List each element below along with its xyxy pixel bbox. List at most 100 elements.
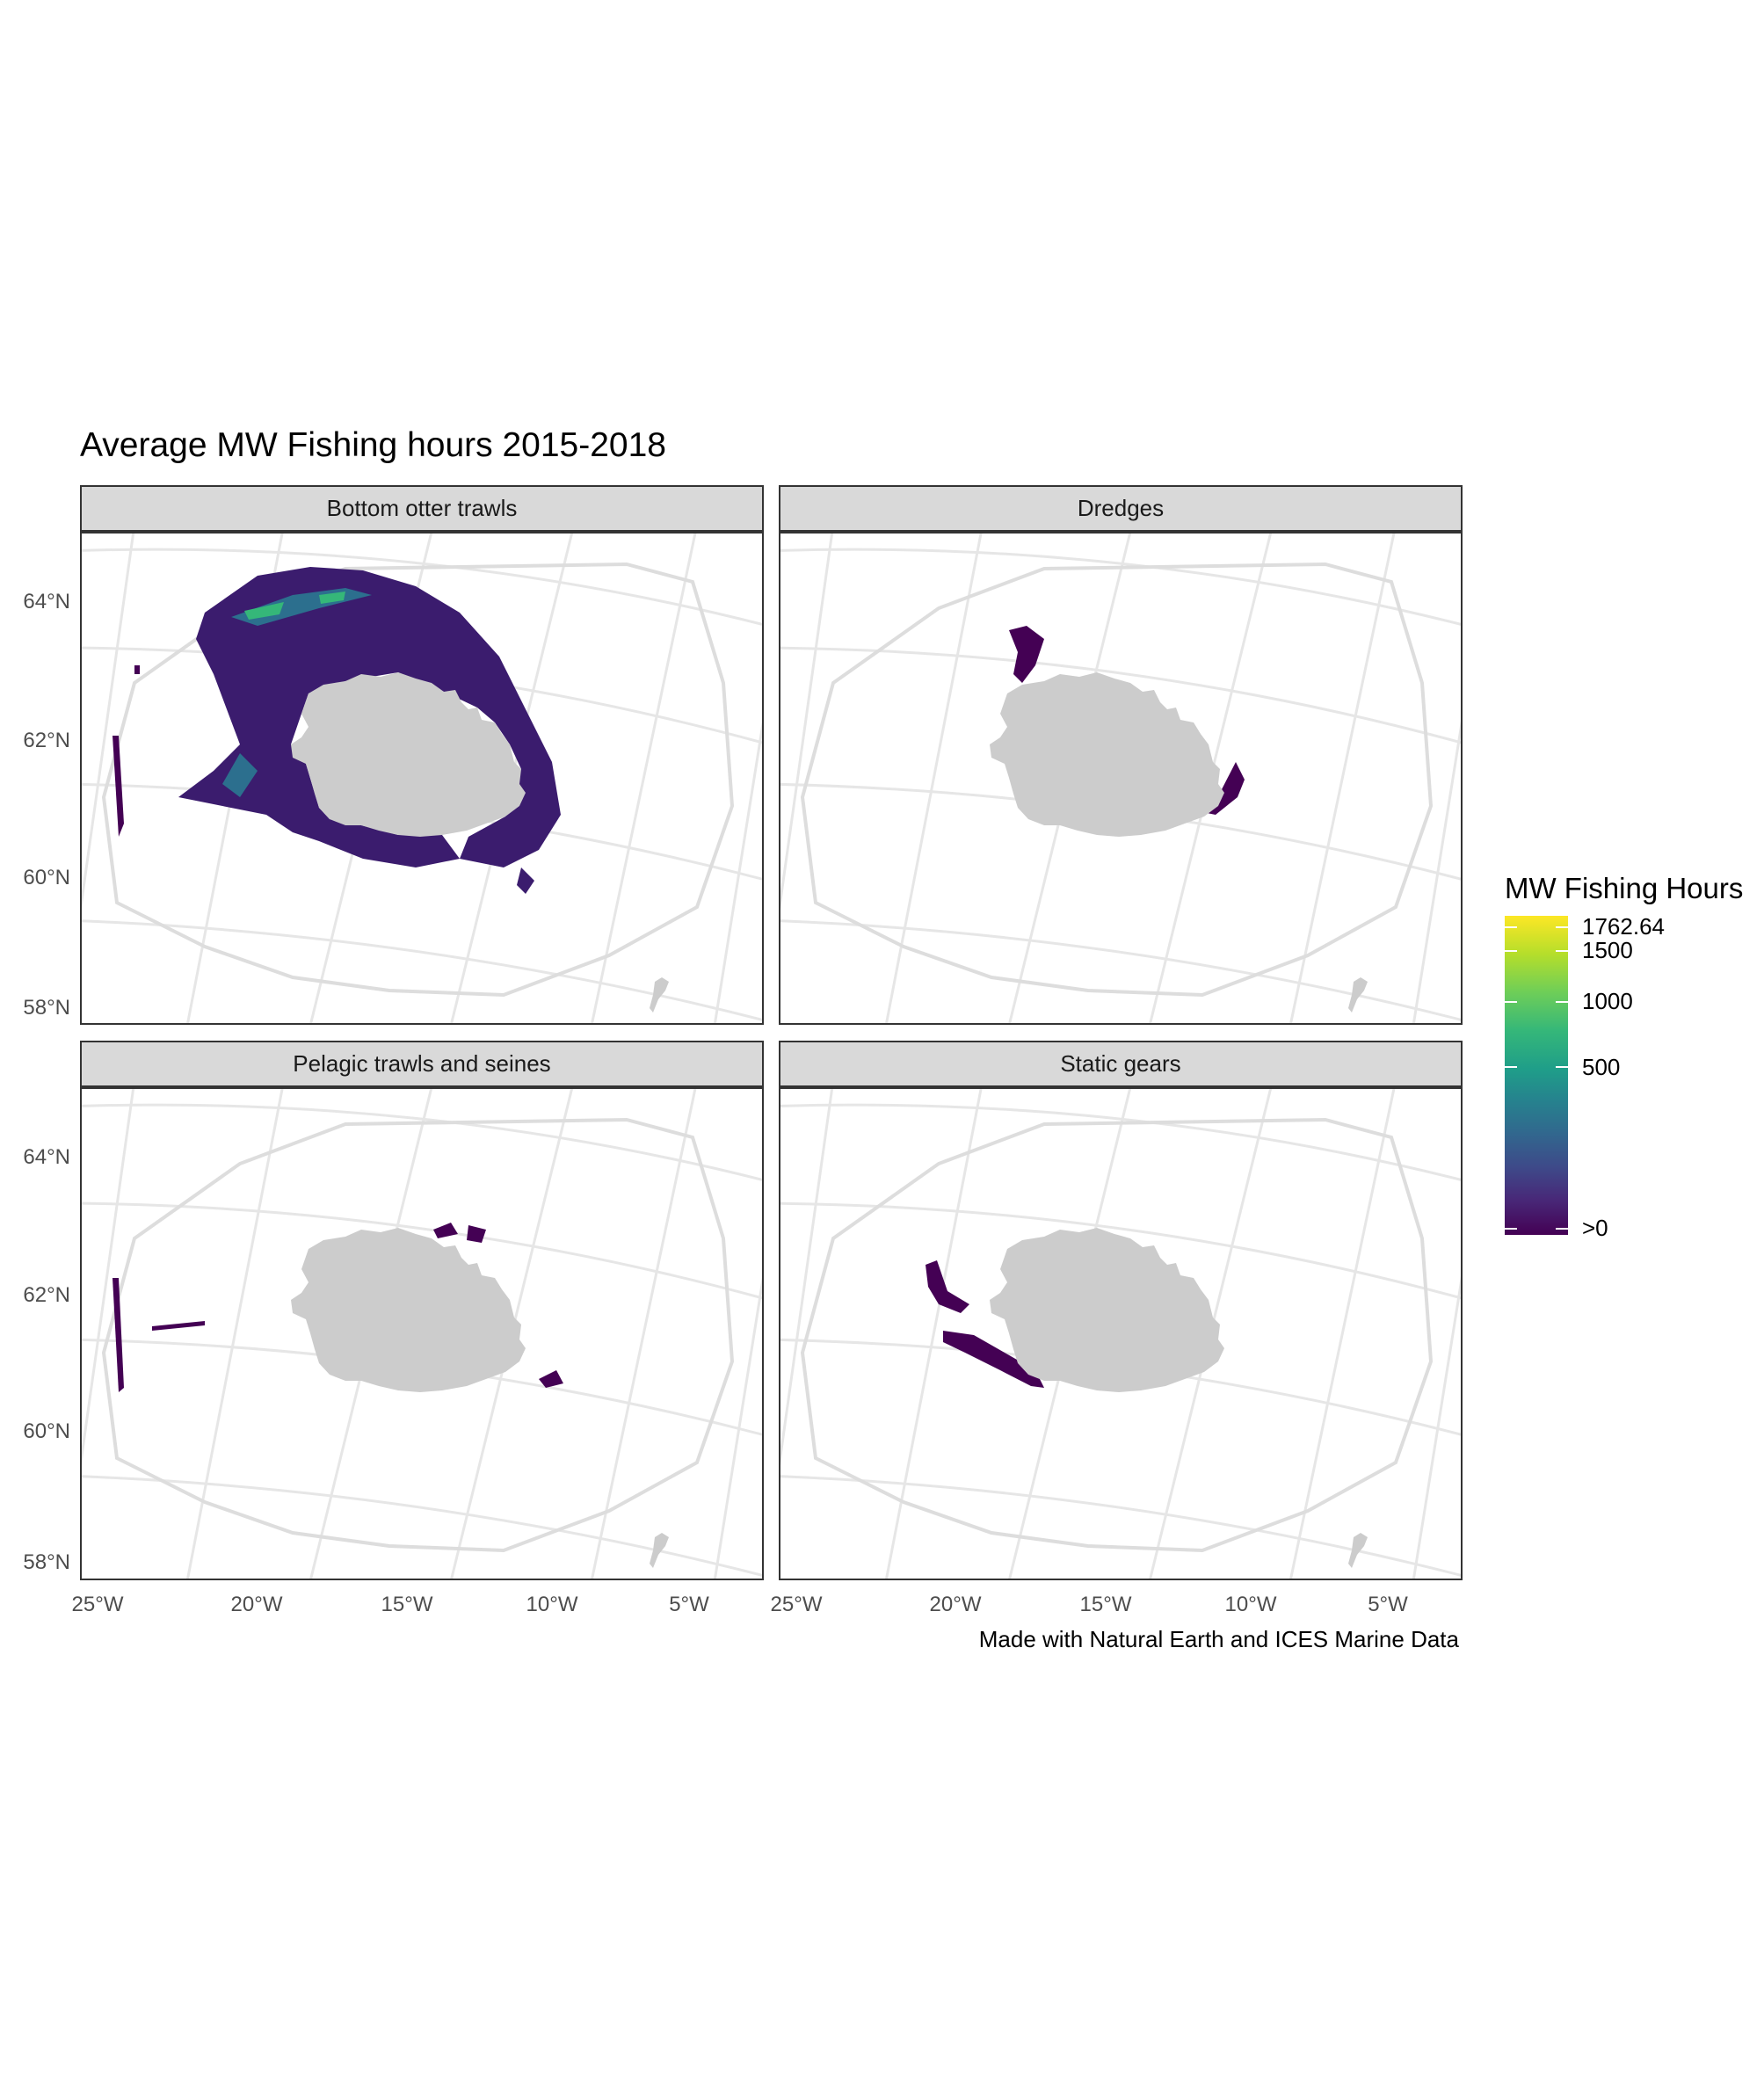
x-tick-label: 15°W — [1079, 1593, 1132, 1616]
chart-title: Average MW Fishing hours 2015-2018 — [80, 426, 666, 464]
graticule — [780, 1089, 1461, 1579]
map-svg — [82, 534, 762, 1023]
x-tick-label: 25°W — [770, 1593, 823, 1616]
longitude-line — [713, 1276, 762, 1579]
x-tick-label: 5°W — [669, 1593, 709, 1616]
x-tick-label: 20°W — [929, 1593, 982, 1616]
fishing-area — [152, 1321, 205, 1331]
fishing-effort-high — [244, 592, 345, 620]
legend-tick — [1556, 1228, 1568, 1230]
panel-strip-static-gears: Static gears — [779, 1041, 1463, 1087]
map-panel-static-gears — [779, 1087, 1463, 1580]
fishing-area — [222, 753, 258, 797]
legend-tick — [1556, 1001, 1568, 1003]
fishing-area — [943, 1331, 1044, 1388]
legend-label: 1500 — [1582, 937, 1633, 963]
latitude-line — [780, 646, 1461, 744]
x-tick-label: 5°W — [1368, 1593, 1408, 1616]
fishing-area — [319, 592, 345, 604]
map-panel-bottom-otter-trawls — [80, 532, 764, 1025]
y-tick-label: 58°N — [23, 996, 70, 1020]
latitude-line — [82, 1201, 762, 1300]
legend-tick — [1556, 926, 1568, 928]
fishing-area — [467, 1225, 486, 1243]
longitude-line — [591, 1089, 697, 1579]
faroe-islands-land — [1348, 1533, 1368, 1568]
y-tick-label: 58°N — [23, 1550, 70, 1574]
longitude-line — [713, 721, 762, 1023]
legend-tick — [1505, 950, 1517, 952]
map-panel-pelagic-trawls-and-seines — [80, 1087, 764, 1580]
y-tick-label: 64°N — [23, 1145, 70, 1169]
fishing-effort — [113, 1223, 563, 1392]
eez-boundary — [800, 1117, 1434, 1553]
fishing-area — [926, 1260, 969, 1313]
fishing-effort — [178, 567, 561, 894]
iceland-land — [990, 672, 1224, 837]
fishing-area — [1009, 626, 1044, 683]
longitude-line — [780, 534, 834, 911]
eez-boundary — [101, 562, 735, 998]
latitude-line — [780, 1201, 1461, 1300]
latitude-line — [780, 548, 1461, 626]
map-svg — [82, 1089, 762, 1579]
iceland-land — [291, 1228, 526, 1392]
latitude-line — [780, 1103, 1461, 1181]
longitude-line — [885, 534, 983, 1023]
fishing-area — [517, 867, 534, 894]
legend-tick — [1556, 950, 1568, 952]
x-tick-label: 10°W — [526, 1593, 578, 1616]
latitude-line — [82, 919, 762, 1021]
panel-title: Pelagic trawls and seines — [293, 1050, 551, 1077]
x-tick-label: 15°W — [381, 1593, 433, 1616]
latitude-line — [780, 919, 1461, 1021]
eez-boundary — [101, 1117, 735, 1553]
panel-title: Static gears — [1060, 1050, 1181, 1077]
longitude-line — [780, 1089, 834, 1466]
fishing-area — [539, 1370, 563, 1388]
longitude-line — [591, 534, 697, 1023]
map-panel-dredges — [779, 532, 1463, 1025]
panel-strip-bottom-otter-trawls: Bottom otter trawls — [80, 485, 764, 532]
eez-boundary — [800, 562, 1434, 998]
y-tick-label: 60°N — [23, 1419, 70, 1443]
fishing-area — [178, 567, 561, 867]
fishing-effort — [926, 1260, 1044, 1388]
fishing-area — [134, 665, 140, 674]
faroe-islands-land — [1348, 977, 1368, 1013]
panel-title: Dredges — [1077, 495, 1165, 521]
legend-label: >0 — [1582, 1215, 1608, 1241]
map-svg — [780, 534, 1461, 1023]
fishing-area — [113, 736, 124, 837]
legend-title: MW Fishing Hours — [1505, 872, 1744, 904]
longitude-line — [1412, 1276, 1461, 1579]
x-tick-label: 10°W — [1224, 1593, 1277, 1616]
fishing-effort-fringe — [113, 665, 140, 837]
longitude-line — [1289, 1089, 1396, 1579]
latitude-line — [82, 1475, 762, 1577]
longitude-line — [885, 1089, 983, 1579]
longitude-line — [1289, 534, 1396, 1023]
legend-tick — [1505, 926, 1517, 928]
longitude-line — [1412, 721, 1461, 1023]
panel-strip-dredges: Dredges — [779, 485, 1463, 532]
fishing-area — [433, 1223, 458, 1238]
y-tick-label: 62°N — [23, 1283, 70, 1307]
longitude-line — [82, 1089, 135, 1466]
legend-tick — [1556, 1066, 1568, 1068]
longitude-line — [186, 1089, 284, 1579]
legend-label: 500 — [1582, 1054, 1621, 1080]
panel-title: Bottom otter trawls — [326, 495, 518, 521]
faroe-islands-land — [650, 1533, 669, 1568]
map-svg — [780, 1089, 1461, 1579]
iceland-land — [990, 1228, 1224, 1392]
legend-label: 1000 — [1582, 988, 1633, 1014]
legend-colorbar — [1505, 916, 1568, 1235]
legend-label: 1762.64 — [1582, 913, 1665, 940]
longitude-line — [82, 534, 135, 911]
fishing-area — [244, 602, 284, 620]
iceland-land — [291, 672, 526, 837]
fishing-area — [1194, 762, 1245, 815]
x-tick-label: 20°W — [230, 1593, 283, 1616]
